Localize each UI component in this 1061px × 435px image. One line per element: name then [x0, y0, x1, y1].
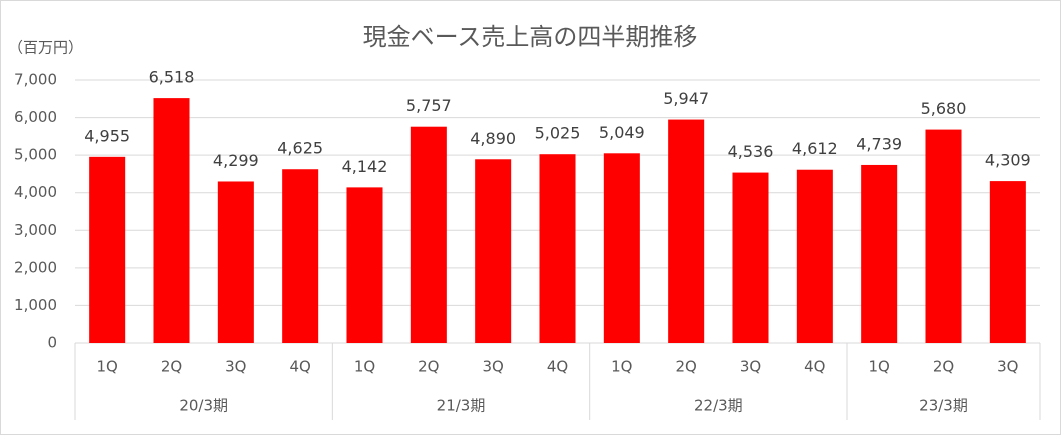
data-label: 4,955	[84, 126, 130, 145]
x-tick-label: 4Q	[547, 358, 568, 376]
x-tick-label: 1Q	[354, 358, 375, 376]
chart-title: 現金ベース売上高の四半期推移	[363, 23, 698, 51]
y-tick-label: 3,000	[14, 221, 57, 239]
bar	[153, 98, 190, 343]
data-label: 4,625	[277, 139, 323, 158]
bar	[732, 172, 769, 343]
bar	[475, 159, 512, 343]
data-label: 4,739	[856, 134, 902, 153]
bar	[668, 119, 705, 343]
x-tick-label: 1Q	[96, 358, 117, 376]
y-tick-label: 0	[47, 334, 57, 352]
bar	[346, 187, 383, 343]
x-tick-label: 2Q	[161, 358, 182, 376]
bar	[217, 181, 254, 343]
x-tick-label: 4Q	[289, 358, 310, 376]
data-label: 6,518	[149, 68, 195, 87]
bar	[861, 164, 898, 343]
bar	[603, 153, 640, 343]
data-label: 4,612	[792, 139, 838, 158]
bar	[410, 126, 447, 343]
data-label: 4,299	[213, 151, 259, 170]
x-tick-label: 3Q	[740, 358, 761, 376]
x-tick-label: 3Q	[482, 358, 503, 376]
data-label: 5,680	[921, 99, 967, 118]
x-tick-label: 2Q	[418, 358, 439, 376]
group-label: 20/3期	[179, 397, 228, 415]
x-tick-label: 1Q	[611, 358, 632, 376]
y-tick-label: 7,000	[14, 71, 57, 89]
data-label: 5,025	[535, 124, 581, 143]
group-label: 23/3期	[919, 397, 968, 415]
x-tick-label: 2Q	[933, 358, 954, 376]
data-label: 5,757	[406, 96, 452, 115]
data-label: 5,947	[663, 89, 709, 108]
group-label: 22/3期	[694, 397, 743, 415]
x-tick-label: 1Q	[868, 358, 889, 376]
bar	[282, 169, 319, 343]
unit-label: （百万円）	[8, 39, 83, 57]
bar	[89, 156, 126, 343]
data-label: 5,049	[599, 123, 645, 142]
x-tick-label: 2Q	[675, 358, 696, 376]
bar	[925, 129, 962, 343]
data-label: 4,309	[985, 151, 1031, 170]
group-label: 21/3期	[437, 397, 486, 415]
y-tick-label: 1,000	[14, 296, 57, 314]
x-tick-label: 3Q	[997, 358, 1018, 376]
y-tick-label: 4,000	[14, 183, 57, 201]
data-label: 4,142	[342, 157, 388, 176]
y-tick-label: 5,000	[14, 146, 57, 164]
y-tick-label: 2,000	[14, 258, 57, 276]
data-label: 4,536	[728, 142, 774, 161]
y-tick-label: 6,000	[14, 108, 57, 126]
x-tick-label: 4Q	[804, 358, 825, 376]
x-tick-label: 3Q	[225, 358, 246, 376]
bar	[796, 169, 833, 343]
data-label: 4,890	[470, 129, 516, 148]
bar	[539, 154, 576, 343]
bar	[989, 181, 1026, 343]
